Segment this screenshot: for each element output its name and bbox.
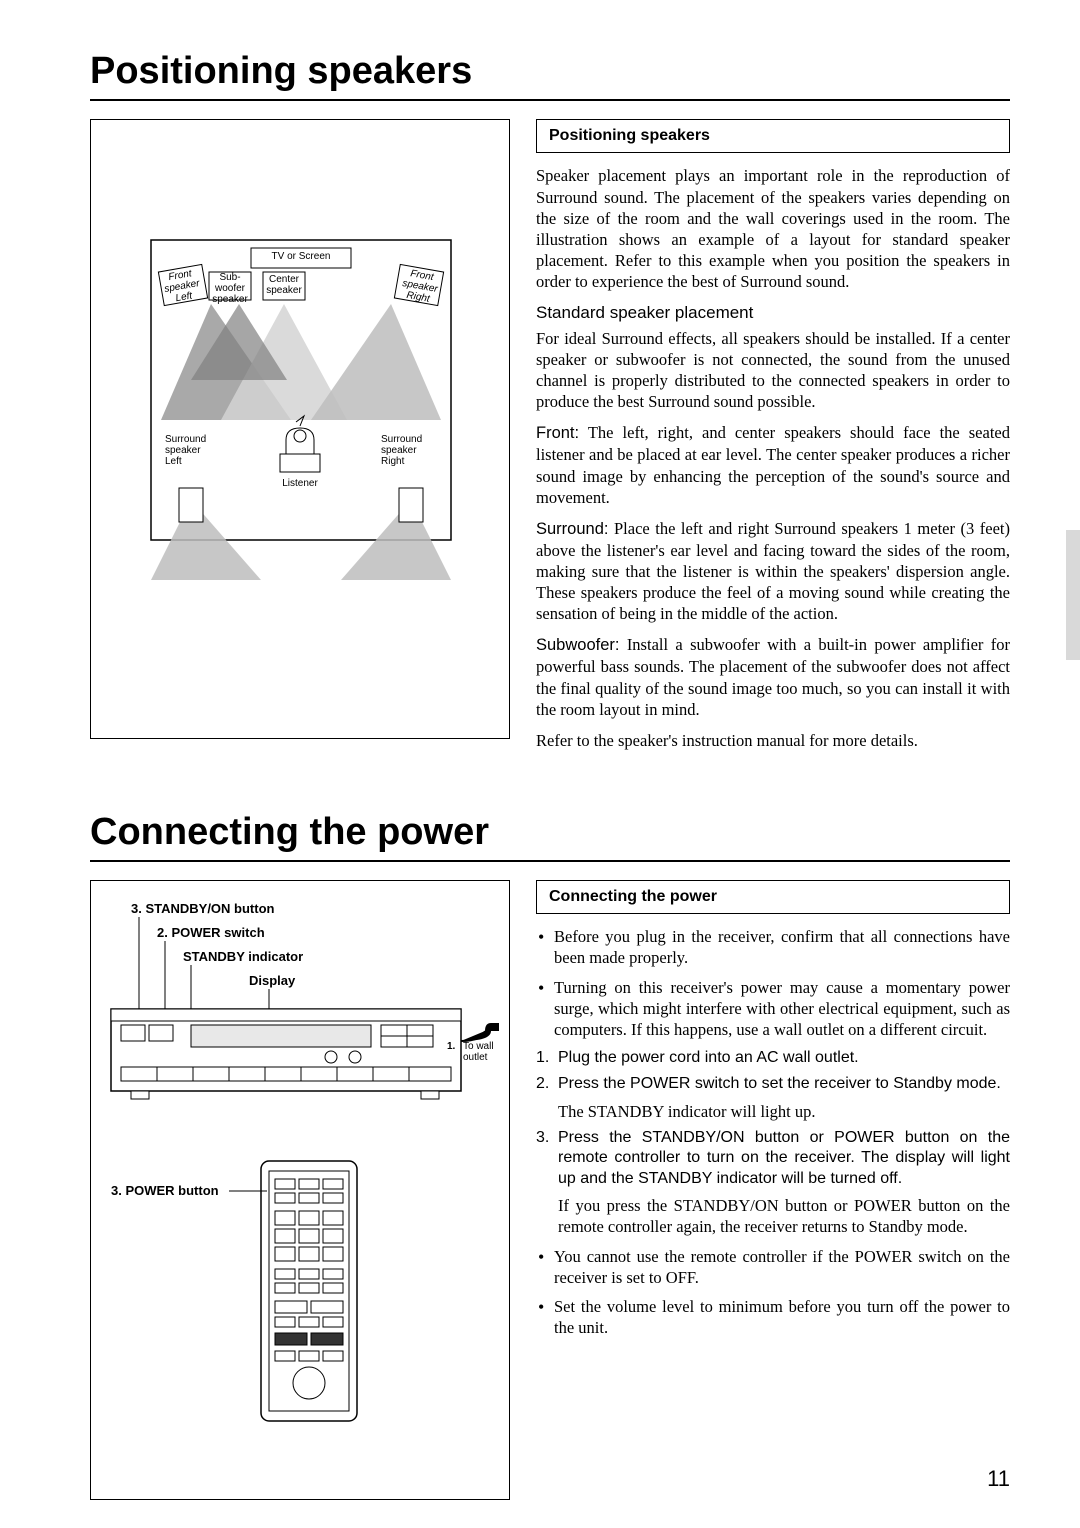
label-subwoofer: Sub- woofer speaker	[209, 272, 251, 305]
callout-standby-on: 3. STANDBY/ON button	[131, 901, 274, 916]
paragraph-closing: Refer to the speaker's instruction manua…	[536, 730, 1010, 751]
callout-to-wall: To wall outlet	[463, 1041, 494, 1063]
diagram-panel-speakers: TV or Screen Sub- woofer speaker Center …	[90, 119, 510, 761]
section-positioning: Positioning speakers	[90, 50, 1010, 761]
step-note-3: If you press the STANDBY/ON button or PO…	[536, 1195, 1010, 1237]
step-item: Plug the power cord into an AC wall outl…	[536, 1048, 1010, 1068]
section-connecting: Connecting the power 3. STANDBY/ON butto…	[90, 811, 1010, 1500]
callout-standby-ind: STANDBY indicator	[183, 949, 303, 964]
label-center: Center speaker	[263, 274, 305, 296]
callout-display: Display	[249, 973, 295, 988]
heading-positioning: Positioning speakers	[90, 50, 1010, 101]
text-front: The left, right, and center speakers sho…	[536, 423, 1010, 506]
callout-to-wall-num: 1.	[447, 1041, 455, 1052]
step-item: Press the STANDBY/ON button or POWER but…	[536, 1128, 1010, 1189]
step-item: Press the POWER switch to set the receiv…	[536, 1074, 1010, 1094]
bullet-item: Set the volume level to minimum before y…	[536, 1296, 1010, 1338]
paragraph-ideal: For ideal Surround effects, all speakers…	[536, 328, 1010, 412]
step-note-2: The STANDBY indicator will light up.	[536, 1101, 1010, 1122]
steps-list-cont: Press the STANDBY/ON button or POWER but…	[536, 1128, 1010, 1189]
callout-power-switch: 2. POWER switch	[157, 925, 265, 940]
paragraph-front: Front: The left, right, and center speak…	[536, 422, 1010, 507]
label-surround-right: Surround speaker Right	[381, 434, 441, 467]
intro-paragraph: Speaker placement plays an important rol…	[536, 165, 1010, 292]
page-number: 11	[987, 1466, 1010, 1492]
label-front: Front:	[536, 424, 579, 442]
label-listener: Listener	[275, 478, 325, 489]
bullet-item: You cannot use the remote controller if …	[536, 1246, 1010, 1288]
page-edge-tab	[1066, 530, 1080, 660]
diagram-panel-power: 3. STANDBY/ON button 2. POWER switch STA…	[90, 880, 510, 1500]
sub-heading-standard: Standard speaker placement	[536, 302, 1010, 324]
label-tv: TV or Screen	[265, 251, 337, 262]
bullets-bottom: You cannot use the remote controller if …	[536, 1246, 1010, 1338]
box-heading-positioning: Positioning speakers	[536, 119, 1010, 153]
steps-list: Plug the power cord into an AC wall outl…	[536, 1048, 1010, 1095]
text-col-connecting: Connecting the power Before you plug in …	[536, 880, 1010, 1500]
text-surround: Place the left and right Surround speake…	[536, 519, 1010, 623]
heading-connecting: Connecting the power	[90, 811, 1010, 862]
callout-power-button: 3. POWER button	[111, 1183, 219, 1198]
paragraph-surround: Surround: Place the left and right Surro…	[536, 518, 1010, 625]
speaker-layout-diagram	[91, 120, 509, 738]
text-col-positioning: Positioning speakers Speaker placement p…	[536, 119, 1010, 761]
paragraph-subwoofer: Subwoofer: Install a subwoofer with a bu…	[536, 634, 1010, 719]
box-heading-connecting: Connecting the power	[536, 880, 1010, 914]
label-sub: Subwoofer:	[536, 636, 619, 654]
label-surround: Surround:	[536, 520, 608, 538]
bullets-top: Before you plug in the receiver, confirm…	[536, 926, 1010, 1040]
label-surround-left: Surround speaker Left	[165, 434, 225, 467]
bullet-item: Before you plug in the receiver, confirm…	[536, 926, 1010, 968]
bullet-item: Turning on this receiver's power may cau…	[536, 977, 1010, 1040]
